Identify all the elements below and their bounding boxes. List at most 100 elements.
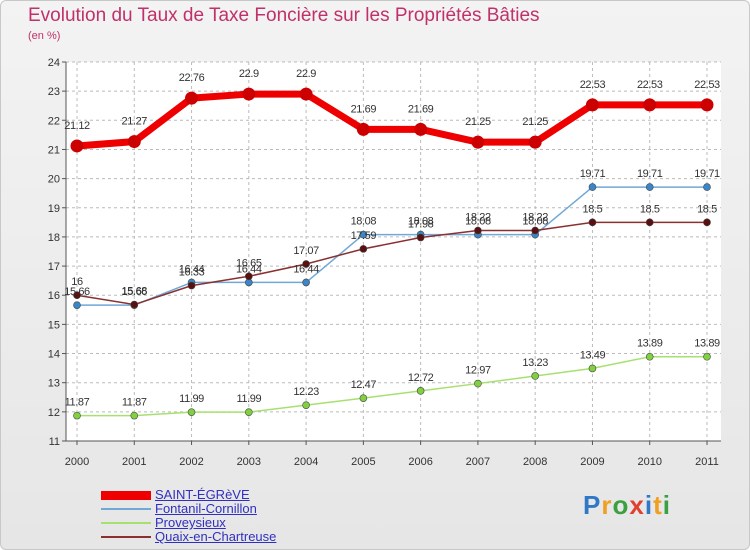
- data-label: 16.44: [236, 263, 262, 275]
- data-label: 21.27: [122, 116, 148, 128]
- proxiti-logo: Proxiti: [583, 490, 671, 520]
- x-tick-label: 2009: [580, 456, 604, 468]
- data-point-3: [474, 226, 482, 235]
- data-label: 17.98: [408, 219, 434, 231]
- y-tick-label: 14: [48, 349, 60, 361]
- data-point-0: [70, 139, 84, 153]
- x-tick-label: 2011: [695, 456, 719, 468]
- series-line-0: [76, 90, 707, 150]
- data-point-3: [187, 281, 196, 290]
- data-point-2: [130, 411, 139, 420]
- data-point-0: [700, 98, 714, 112]
- data-label: 18.22: [465, 212, 491, 224]
- data-label: 11.87: [65, 397, 90, 409]
- x-tick-label: 2003: [237, 456, 261, 468]
- data-label: 17.59: [351, 230, 377, 242]
- legend-item: Quaix-en-Chartreuse: [101, 530, 276, 544]
- data-point-0: [356, 122, 370, 136]
- legend-item: SAINT-ÉGRèVE: [101, 488, 276, 502]
- data-point-3: [588, 218, 597, 227]
- data-label: 18.5: [697, 203, 717, 215]
- chart-legend: SAINT-ÉGRèVE Fontanil-Cornillon Proveysieu…: [101, 488, 276, 544]
- legend-item: Fontanil-Cornillon: [101, 502, 276, 516]
- data-label: 19.71: [580, 168, 606, 180]
- y-tick-label: 13: [48, 378, 60, 390]
- x-tick-label: 2000: [65, 456, 89, 468]
- data-label: 16.44: [179, 263, 205, 275]
- data-label: 22.9: [239, 68, 259, 80]
- data-label: 18.08: [465, 216, 491, 228]
- data-label: 17.07: [293, 245, 319, 257]
- x-tick-label: 2002: [179, 456, 203, 468]
- data-label: 16.33: [179, 267, 205, 279]
- data-point-3: [245, 272, 253, 281]
- data-label: 21.69: [351, 103, 377, 115]
- data-label: 22.53: [580, 79, 606, 91]
- y-tick-label: 24: [48, 57, 60, 69]
- y-tick-label: 20: [48, 174, 60, 186]
- data-point-2: [703, 352, 711, 361]
- data-label: 18.22: [522, 212, 548, 224]
- data-label: 13.89: [637, 338, 663, 350]
- data-point-2: [588, 364, 597, 373]
- data-point-1: [645, 183, 654, 191]
- data-label: 15.68: [122, 286, 148, 298]
- data-point-0: [242, 87, 256, 101]
- data-point-3: [302, 260, 310, 268]
- series-line-1: [77, 186, 707, 306]
- data-point-1: [359, 230, 368, 239]
- y-tick-label: 22: [48, 115, 60, 127]
- legend-label[interactable]: Quaix-en-Chartreuse: [155, 529, 277, 544]
- y-tick-label: 16: [48, 290, 60, 302]
- data-label: 13.23: [522, 357, 548, 369]
- data-point-0: [528, 135, 542, 149]
- legend-swatch: [101, 522, 151, 524]
- data-point-0: [585, 98, 599, 112]
- y-tick-label: 17: [48, 261, 60, 273]
- data-label: 18.08: [408, 216, 434, 228]
- data-point-2: [531, 372, 539, 380]
- chart-subtitle: (en %): [28, 30, 61, 42]
- y-tick-label: 12: [48, 407, 60, 419]
- data-point-2: [302, 401, 310, 409]
- data-point-2: [73, 411, 81, 420]
- data-point-0: [185, 91, 199, 105]
- data-label: 18.5: [583, 203, 603, 215]
- data-point-1: [73, 301, 81, 309]
- data-label: 21.69: [408, 103, 434, 115]
- data-point-3: [73, 291, 81, 300]
- data-point-3: [359, 245, 368, 253]
- x-tick-label: 2001: [122, 456, 146, 468]
- data-label: 22.76: [179, 72, 205, 84]
- data-label: 21.25: [465, 116, 491, 128]
- legend-label[interactable]: Fontanil-Cornillon: [155, 501, 257, 516]
- data-label: 18.5: [640, 203, 660, 215]
- data-point-0: [643, 98, 657, 112]
- data-point-3: [416, 233, 425, 242]
- legend-label[interactable]: Proveysieux: [155, 515, 226, 530]
- data-point-0: [299, 87, 313, 101]
- data-label: 11.99: [179, 393, 204, 405]
- data-label: 13.49: [580, 349, 606, 361]
- data-point-1: [302, 278, 310, 287]
- data-point-0: [127, 135, 141, 149]
- data-label: 22.53: [694, 79, 720, 91]
- legend-swatch: [101, 490, 151, 500]
- y-tick-label: 21: [48, 144, 60, 156]
- data-point-2: [187, 408, 196, 416]
- y-tick-label: 19: [48, 203, 60, 215]
- data-label: 22.53: [637, 79, 663, 91]
- data-label: 12.23: [293, 386, 319, 398]
- data-label: 11.99: [236, 393, 261, 405]
- x-tick-label: 2008: [523, 456, 547, 468]
- data-point-2: [245, 408, 253, 416]
- data-point-2: [645, 352, 654, 361]
- data-label: 21.25: [522, 116, 548, 128]
- chart-title: Evolution du Taux de Taxe Foncière sur l…: [28, 5, 540, 26]
- data-label: 18.08: [351, 216, 377, 228]
- legend-label[interactable]: SAINT-ÉGRèVE: [155, 487, 250, 502]
- data-point-3: [531, 226, 539, 235]
- data-point-3: [645, 218, 654, 227]
- x-tick-label: 2004: [294, 456, 318, 468]
